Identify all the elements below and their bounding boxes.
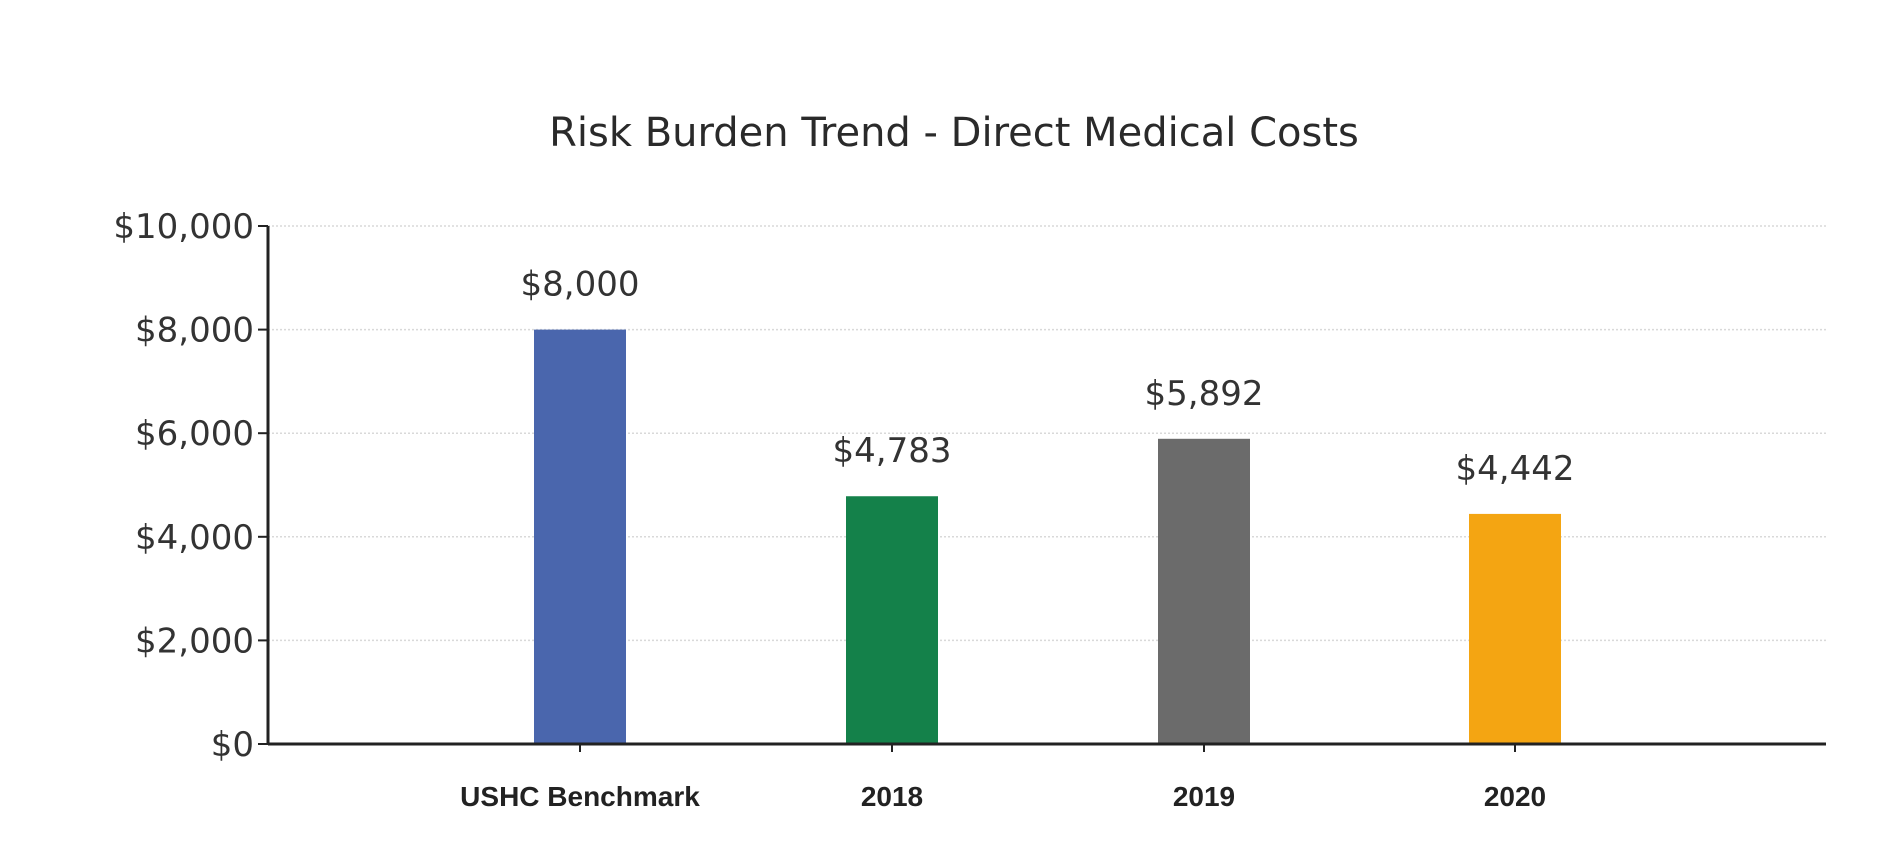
- gridlines: [268, 225, 1826, 642]
- y-tick-label: $0: [211, 725, 254, 765]
- bars: [534, 329, 1561, 744]
- y-tick-label: $2,000: [135, 621, 254, 661]
- data-label: $4,783: [833, 431, 952, 471]
- y-tick-label: $8,000: [135, 311, 254, 351]
- x-tick-label: USHC Benchmark: [460, 781, 700, 812]
- y-tick-label: $6,000: [135, 414, 254, 454]
- x-tick-label: 2018: [861, 781, 923, 812]
- data-label: $4,442: [1456, 449, 1575, 489]
- data-labels: $8,000 $4,783 $5,892 $4,442: [521, 265, 1575, 489]
- chart-title: Risk Burden Trend - Direct Medical Costs: [549, 110, 1359, 156]
- data-label: $8,000: [521, 265, 640, 305]
- y-axis-ticks: $0 $2,000 $4,000 $6,000 $8,000 $10,000: [113, 207, 268, 765]
- axes: [266, 226, 1826, 746]
- bar: [846, 496, 938, 744]
- bar: [1158, 438, 1250, 744]
- y-tick-label: $10,000: [113, 207, 254, 247]
- bar: [534, 329, 626, 744]
- bar: [1469, 513, 1561, 744]
- y-tick-label: $4,000: [135, 518, 254, 558]
- x-tick-label: 2020: [1484, 781, 1546, 812]
- x-tick-label: 2019: [1173, 781, 1235, 812]
- data-label: $5,892: [1145, 374, 1264, 414]
- x-axis-ticks: USHC Benchmark 2018 2019 2020: [460, 744, 1546, 812]
